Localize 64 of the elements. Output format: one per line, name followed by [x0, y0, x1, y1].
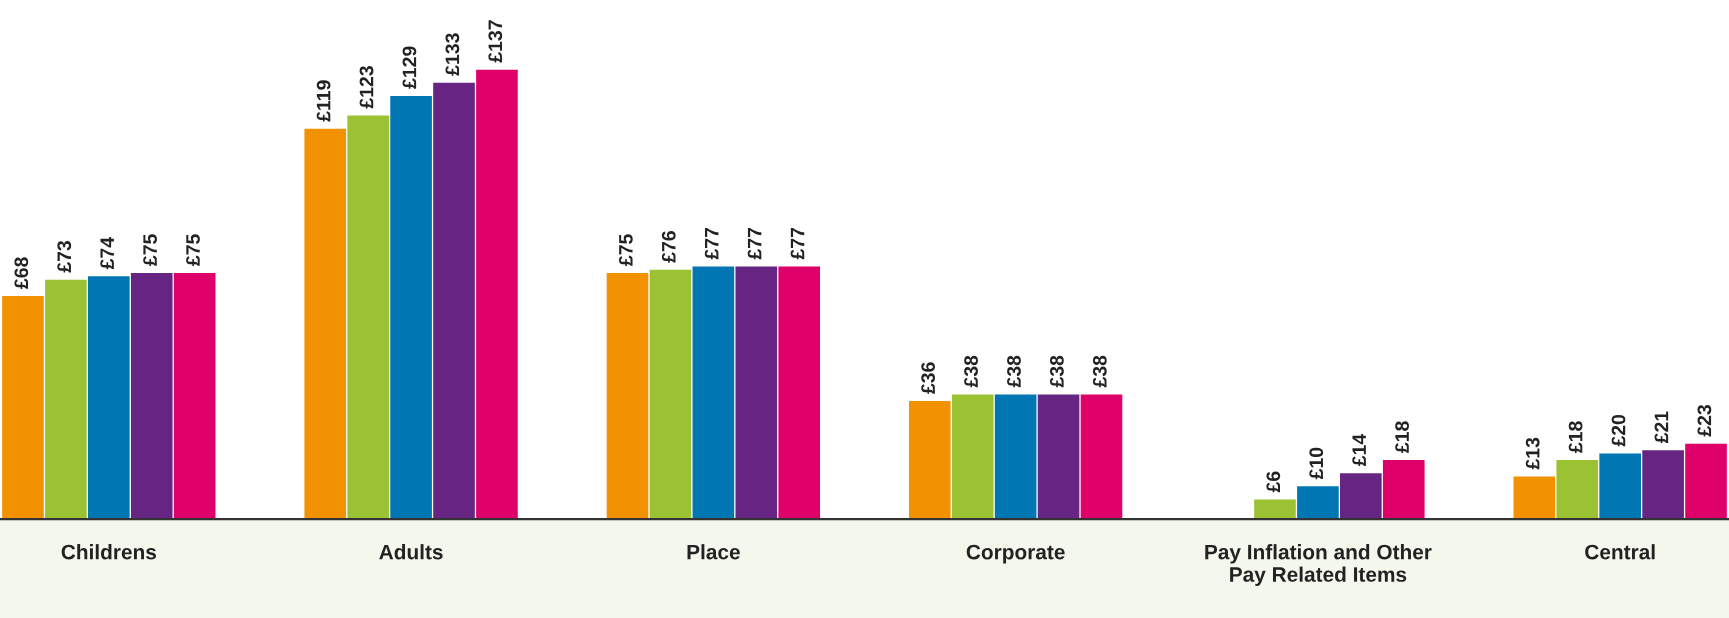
bar: [433, 82, 475, 520]
data-label: £74: [100, 237, 114, 270]
bar: [994, 394, 1037, 520]
bar: [735, 266, 778, 520]
data-label: £137: [488, 20, 503, 63]
x-tick-label: Adults: [379, 544, 443, 560]
data-label: £68: [14, 257, 29, 289]
x-tick-label: Pay Inflation and Other Pay Related Items: [1205, 544, 1432, 586]
data-label: £73: [57, 240, 72, 273]
data-label: £38: [1050, 355, 1064, 388]
data-label: £20: [1611, 414, 1626, 447]
bar: [908, 401, 951, 520]
x-tick-label: Corporate: [966, 544, 1065, 564]
data-label: £75: [143, 234, 157, 266]
bar: [1685, 443, 1727, 520]
data-label: £14: [1352, 433, 1366, 467]
data-label: £119: [316, 80, 331, 122]
bar: [951, 394, 994, 520]
data-label: £123: [359, 66, 374, 109]
data-label: £75: [186, 234, 200, 266]
bar: [88, 276, 130, 520]
bar: [1080, 394, 1123, 520]
bar: [45, 279, 87, 520]
data-label: £75: [618, 234, 633, 266]
data-label: £21: [1654, 411, 1669, 444]
data-label: £13: [1525, 437, 1540, 470]
data-label: £6: [1266, 471, 1281, 493]
data-label: £129: [402, 46, 417, 89]
bar: [1297, 486, 1339, 520]
data-label: £36: [921, 362, 936, 394]
data-label: £23: [1697, 404, 1712, 437]
bar: [476, 69, 518, 520]
bar: [1382, 460, 1425, 520]
data-label: £77: [704, 227, 719, 260]
x-tick-label: Central: [1585, 544, 1655, 560]
bar: [649, 269, 692, 520]
data-label: £38: [1007, 355, 1021, 388]
bar: [606, 273, 649, 520]
bar: [130, 273, 173, 520]
data-label: £18: [1568, 421, 1583, 453]
bar: [1642, 450, 1684, 520]
data-label: £133: [445, 33, 460, 76]
bar: [1037, 394, 1080, 520]
bar: [1513, 476, 1556, 520]
data-label: £38: [964, 355, 978, 388]
bar: [1340, 473, 1382, 520]
bar: [692, 266, 735, 520]
bar: [173, 273, 216, 520]
data-label: £77: [790, 227, 805, 260]
bar: [1556, 460, 1599, 520]
bar: [778, 266, 821, 520]
bar: [2, 296, 44, 520]
data-label: £77: [747, 227, 762, 260]
data-label: £38: [1092, 355, 1107, 388]
bar: [304, 128, 347, 520]
bar: [1254, 499, 1296, 520]
data-label: £76: [661, 231, 676, 263]
data-label: £18: [1395, 421, 1409, 453]
bar: [1599, 453, 1641, 520]
bar: [347, 115, 389, 520]
bar: [390, 95, 432, 520]
data-label: £10: [1309, 447, 1324, 480]
x-tick-label: Place: [687, 544, 740, 560]
x-tick-label: Childrens: [61, 544, 157, 560]
